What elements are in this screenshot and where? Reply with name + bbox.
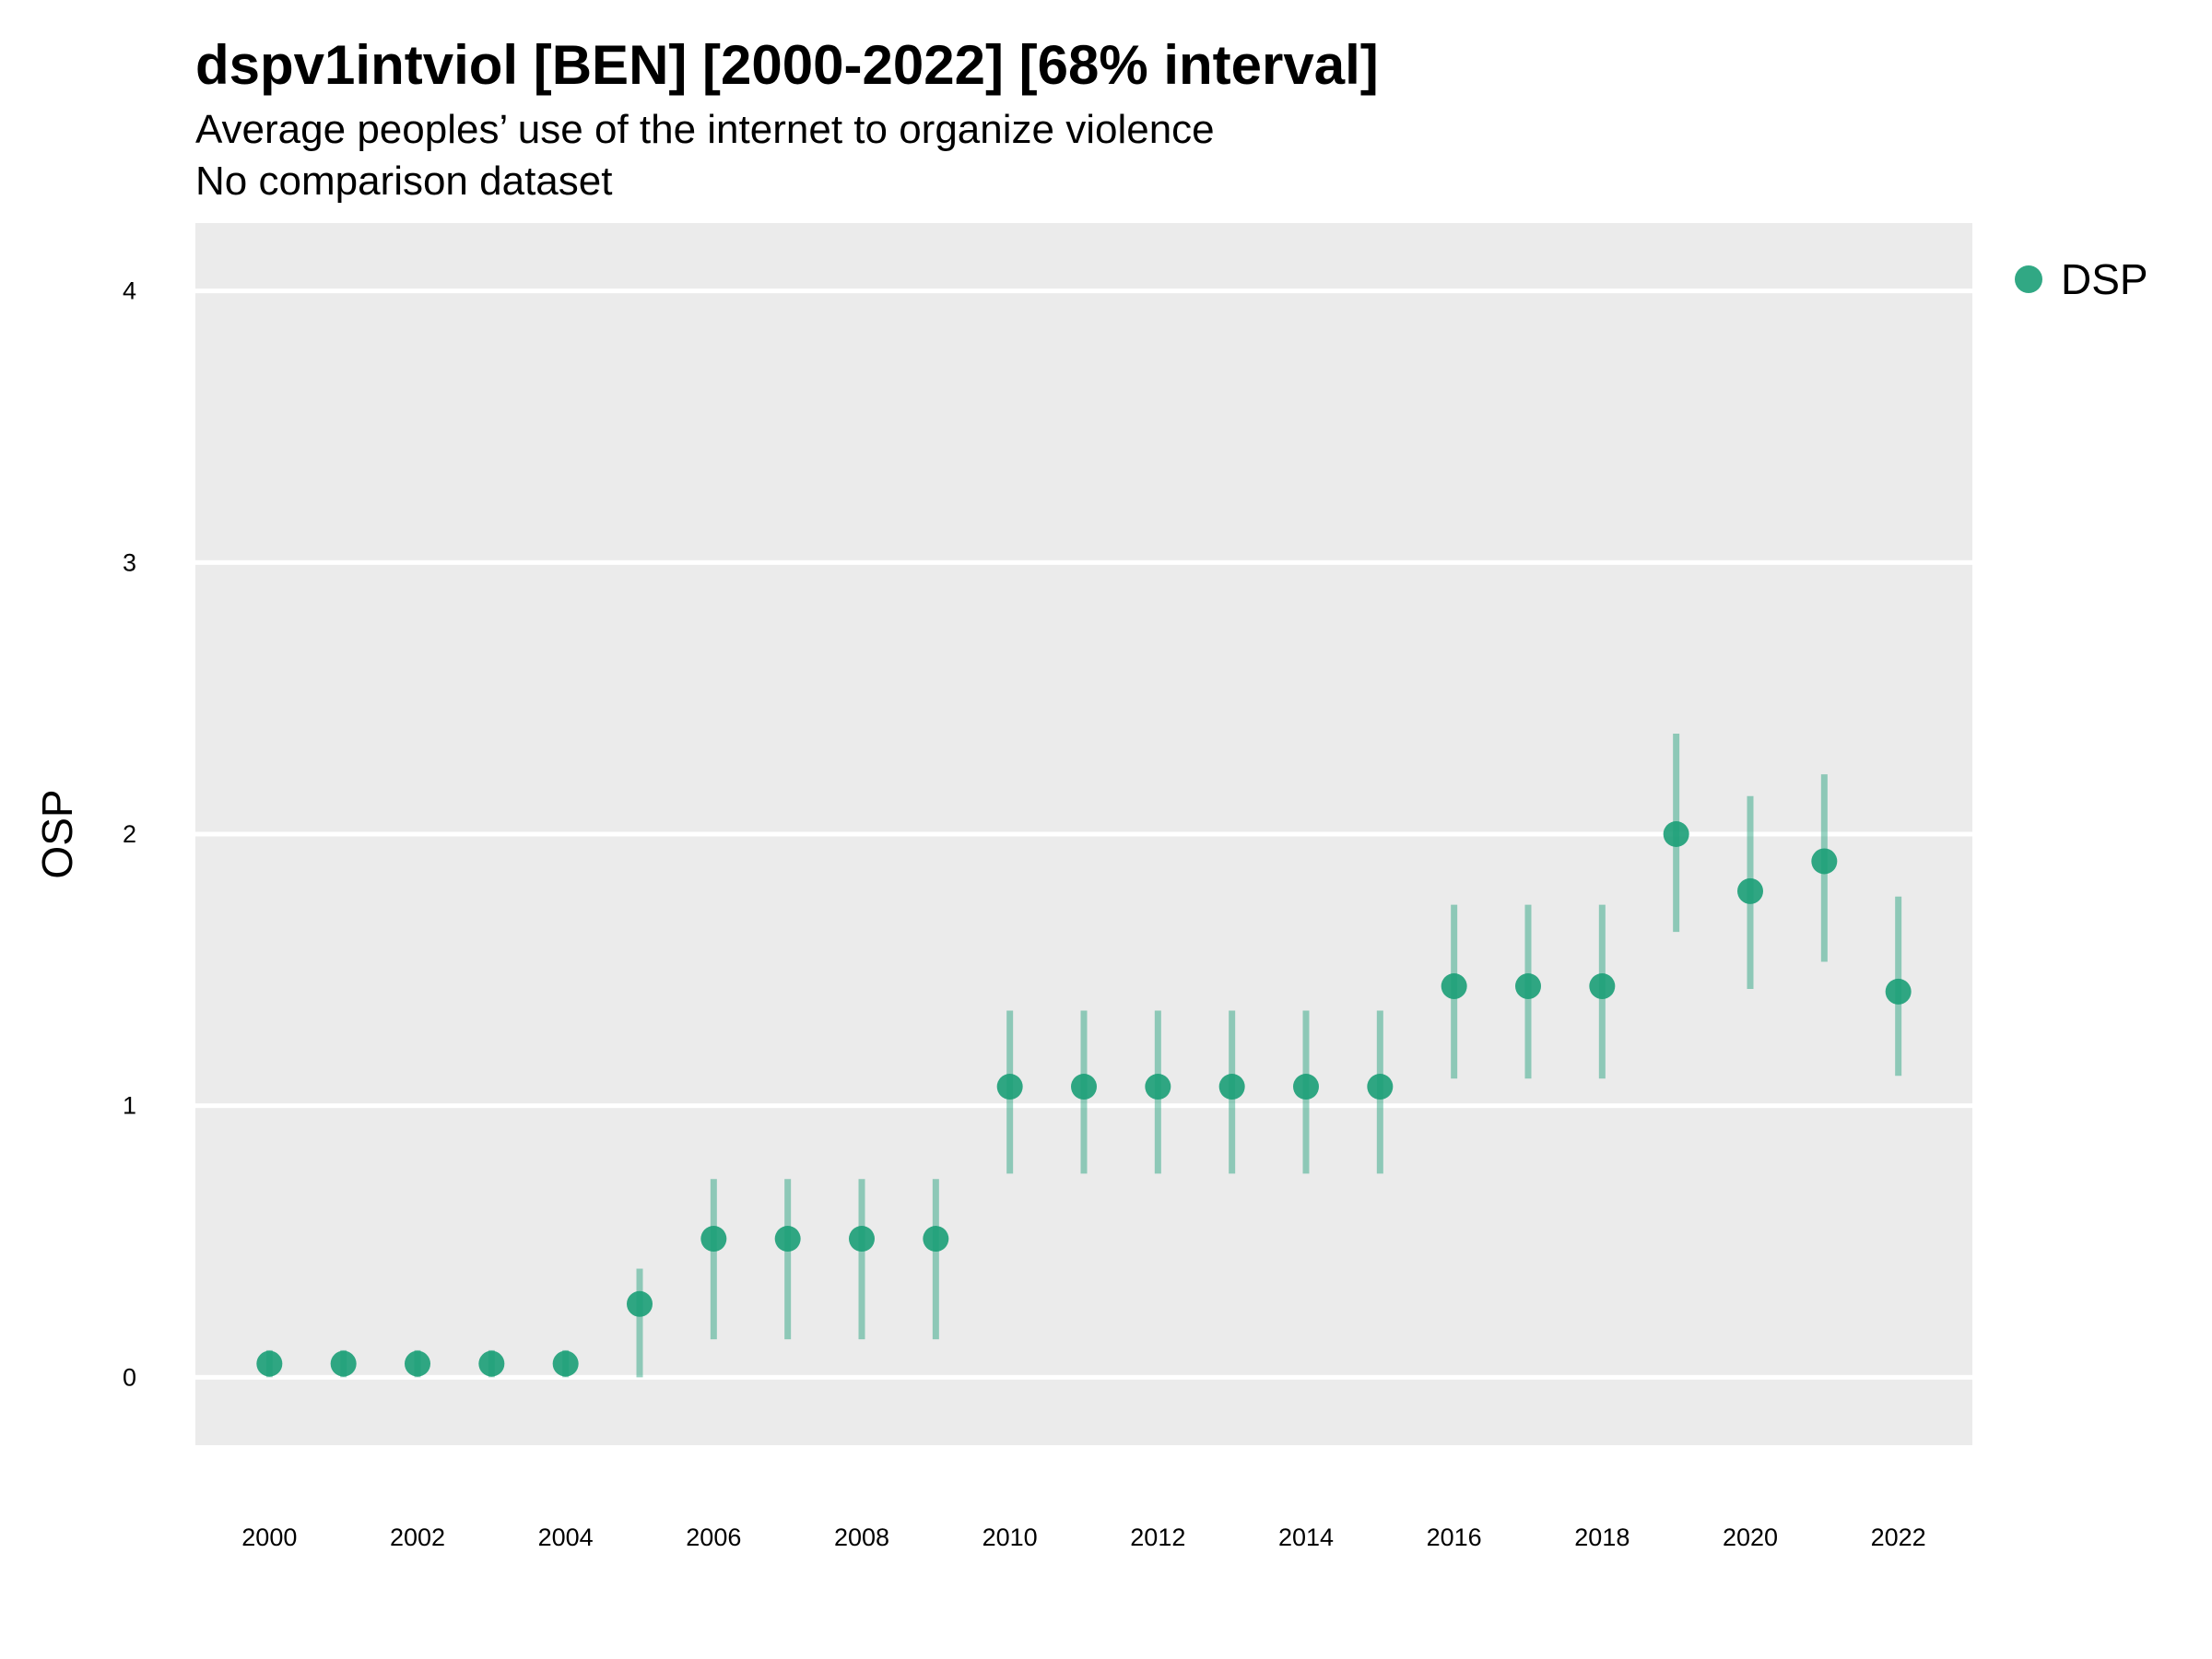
x-tick-label: 2012 — [1130, 1524, 1185, 1551]
x-axis-ticks: 2000 2002 2004 2006 2008 2010 2012 2014 2016 2018… — [241, 1524, 1925, 1551]
data-point — [1441, 973, 1467, 1000]
data-point — [774, 1226, 801, 1253]
data-point — [552, 1350, 579, 1377]
y-tick-label: 2 — [123, 820, 136, 848]
data-points — [256, 821, 1912, 1377]
x-tick-label: 2014 — [1278, 1524, 1334, 1551]
data-point — [1663, 821, 1689, 847]
data-point — [405, 1350, 430, 1377]
data-point — [1071, 1074, 1097, 1100]
x-tick-label: 2022 — [1871, 1524, 1926, 1551]
y-tick-label: 1 — [123, 1092, 136, 1120]
x-tick-label: 2004 — [538, 1524, 594, 1551]
legend: DSP — [2015, 254, 2148, 304]
data-point — [849, 1226, 875, 1253]
data-point — [1218, 1074, 1245, 1100]
data-point — [1515, 973, 1541, 1000]
data-point — [256, 1350, 283, 1377]
legend-label: DSP — [2061, 255, 2148, 303]
x-tick-label: 2000 — [241, 1524, 297, 1551]
data-point — [923, 1226, 949, 1253]
y-tick-label: 3 — [123, 548, 136, 576]
data-point — [1737, 877, 1763, 904]
chart-subtitle: Average peoples’ use of the internet to … — [195, 107, 1215, 152]
data-point — [1811, 848, 1838, 875]
y-axis-label: OSP — [33, 789, 81, 878]
chart-subtitle-secondary: No comparison dataset — [195, 159, 613, 204]
x-tick-label: 2002 — [390, 1524, 445, 1551]
y-tick-label: 0 — [123, 1363, 136, 1391]
data-point — [1145, 1074, 1171, 1100]
chart-title: dspv1intviol [BEN] [2000-2022] [68% inte… — [195, 34, 1379, 96]
y-tick-label: 4 — [123, 277, 136, 305]
data-point — [700, 1226, 727, 1253]
data-point — [1885, 978, 1912, 1005]
data-point — [627, 1290, 653, 1317]
data-point — [1367, 1074, 1394, 1100]
data-point — [478, 1350, 505, 1377]
y-axis-ticks: 0 1 2 3 4 — [123, 277, 136, 1392]
data-point — [996, 1074, 1023, 1100]
legend-dot-icon — [2015, 265, 2042, 293]
x-tick-label: 2016 — [1427, 1524, 1482, 1551]
x-tick-label: 2010 — [982, 1524, 1038, 1551]
x-tick-label: 2008 — [834, 1524, 889, 1551]
x-tick-label: 2020 — [1723, 1524, 1778, 1551]
x-tick-label: 2018 — [1574, 1524, 1630, 1551]
data-point — [330, 1350, 357, 1377]
data-point — [1589, 973, 1616, 1000]
x-tick-label: 2006 — [686, 1524, 741, 1551]
data-point — [1293, 1074, 1319, 1100]
